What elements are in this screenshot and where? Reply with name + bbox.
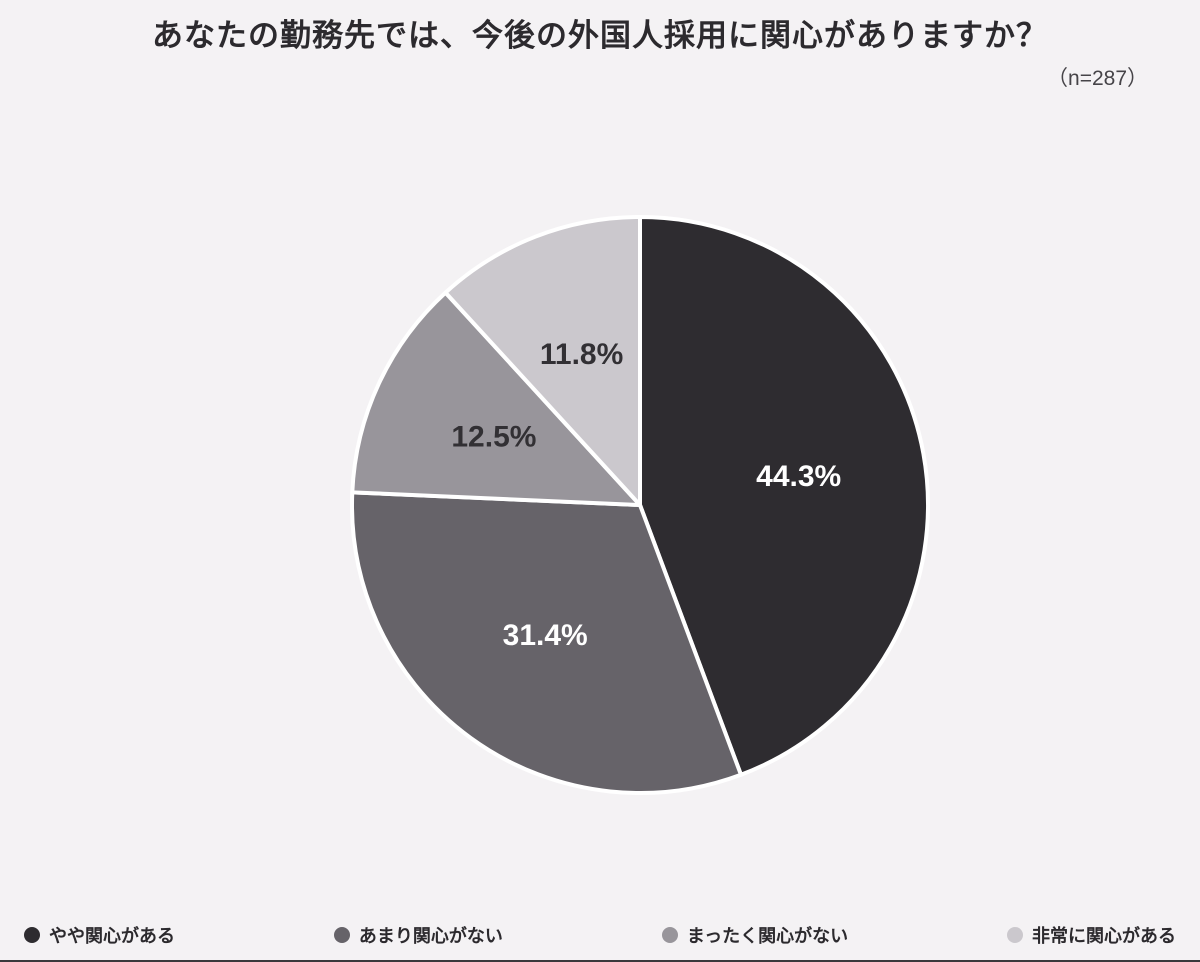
pie-slice-1 [350, 490, 743, 795]
pie-slice-value-label-2: 12.5% [451, 420, 536, 453]
sample-size-annotation: （n=287） [1047, 67, 1148, 90]
legend-marker-icon [1007, 927, 1023, 943]
pie-slice-0 [638, 215, 930, 777]
pie-slice-2 [350, 290, 642, 507]
legend-label: まったく関心がない [686, 926, 849, 946]
pie-slice-value-label-0: 44.3% [756, 460, 841, 493]
pie-slice-value-label-3: 11.8% [540, 338, 623, 371]
legend-marker-icon [24, 927, 40, 943]
legend-item-0: やや関心がある [24, 922, 175, 948]
pie-slice-value-label-1: 31.4% [503, 619, 588, 652]
legend-item-1: あまり関心がない [333, 922, 503, 948]
footer-divider [0, 960, 1200, 962]
chart-legend: やや関心がある あまり関心がない まったく関心がない 非常に関心がある [0, 922, 1200, 948]
legend-item-3: 非常に関心がある [1007, 922, 1176, 948]
legend-label: 非常に関心がある [1032, 926, 1176, 946]
legend-item-2: まったく関心がない [661, 922, 849, 948]
chart-title: あなたの勤務先では、今後の外国人採用に関心がありますか？ [152, 18, 1048, 53]
legend-label: あまり関心がない [358, 926, 503, 946]
pie-slice-3 [443, 215, 642, 507]
pie-chart-svg: 44.3% 31.4% 12.5% 11.8% [350, 215, 930, 795]
legend-marker-icon [333, 927, 350, 943]
legend-marker-icon [661, 927, 678, 943]
legend-label: やや関心がある [49, 926, 175, 946]
pie-chart: 44.3% 31.4% 12.5% 11.8% [340, 205, 940, 805]
